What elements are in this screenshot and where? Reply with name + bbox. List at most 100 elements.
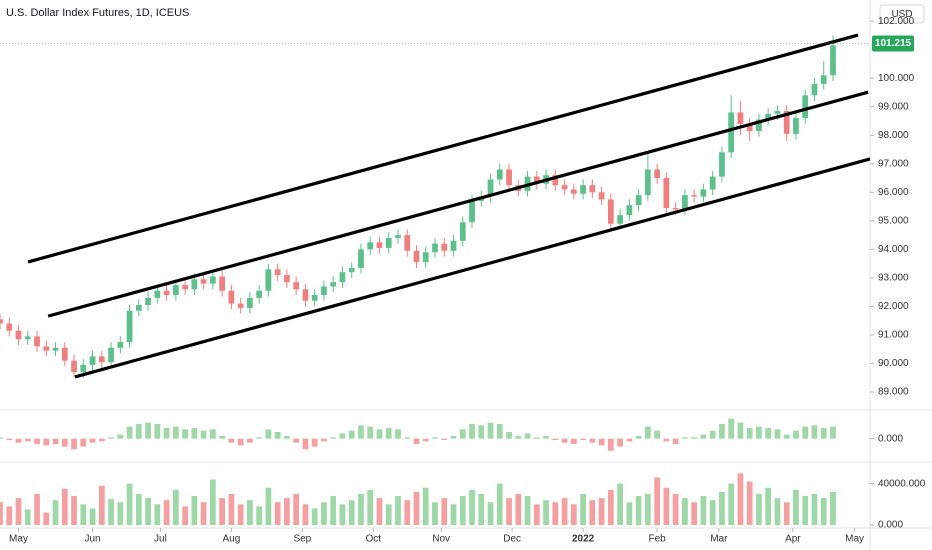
candle-body (830, 45, 836, 76)
volume-bar (348, 500, 355, 525)
candle-body (200, 279, 207, 284)
candle-body (820, 75, 827, 84)
volume-bar (654, 477, 660, 525)
y-tick-label: 40000.000 (878, 478, 926, 489)
volume-bar (811, 493, 818, 525)
candle-body (645, 169, 651, 196)
candle-body (191, 279, 198, 290)
candle-body (404, 235, 411, 251)
oscillator-bar (515, 436, 522, 439)
candle-body (126, 310, 133, 343)
volume-bar (237, 504, 244, 525)
candle-body (52, 347, 59, 351)
candle-body (228, 290, 235, 304)
candle-body (274, 269, 281, 276)
volume-bar (15, 498, 22, 525)
candle-body (367, 242, 374, 250)
oscillator-bar (793, 430, 799, 439)
y-tick-label: 97.000 (878, 158, 909, 169)
volume-bar (126, 483, 133, 525)
candle-body (321, 286, 327, 296)
volume-bar (645, 493, 651, 525)
oscillator-bar (89, 438, 96, 443)
volume-bar (570, 504, 577, 525)
volume-bar (182, 506, 188, 525)
candle-body (793, 118, 799, 134)
candle-body (376, 242, 383, 248)
candle-body (98, 356, 105, 363)
candle-body (43, 346, 50, 351)
candle-body (672, 207, 679, 210)
candle-body (108, 347, 114, 363)
x-tick-label: Dec (503, 534, 521, 545)
volume-bar (321, 502, 327, 525)
volume-bar (200, 502, 207, 525)
candle-body (441, 243, 448, 251)
oscillator-bar (219, 436, 225, 439)
volume-bar (191, 496, 198, 525)
volume-bar (728, 483, 735, 525)
volume-bar (506, 498, 512, 525)
volume-bar (52, 500, 59, 525)
candle-body (589, 185, 596, 193)
oscillator-bar (117, 434, 124, 439)
candle-body (533, 176, 540, 184)
volume-bar (98, 485, 105, 525)
oscillator-bar (691, 437, 698, 439)
volume-bar (395, 496, 401, 525)
y-tick-label: 91.000 (878, 330, 909, 341)
candle-body (71, 360, 77, 373)
volume-bar (413, 491, 420, 525)
candle-body (432, 243, 438, 253)
candle-body (561, 185, 568, 190)
candle-body (358, 249, 364, 268)
oscillator-bar (413, 438, 420, 444)
volume-bar (108, 499, 114, 525)
oscillator-bar (756, 426, 762, 439)
candle-body (598, 192, 605, 200)
oscillator-bar (172, 426, 179, 439)
volume-bar (496, 483, 503, 525)
candle-body (80, 364, 87, 373)
x-tick-label: Oct (366, 534, 382, 545)
volume-bar (543, 500, 549, 525)
oscillator-bar (228, 438, 235, 443)
volume-bar (367, 489, 374, 525)
candle-body (469, 200, 475, 223)
oscillator-bar (135, 424, 142, 439)
oscillator-bar (311, 438, 318, 447)
volume-bar (469, 489, 475, 525)
oscillator-bar (672, 438, 679, 444)
candle-body (552, 175, 559, 186)
candle-body (330, 282, 337, 287)
oscillator-bar (459, 429, 466, 439)
candle-body (265, 269, 272, 291)
oscillator-bar (145, 422, 151, 439)
x-tick-label: Mar (710, 534, 728, 545)
oscillator-bar (598, 438, 605, 446)
oscillator-bar (682, 437, 688, 439)
oscillator-bar (293, 438, 300, 443)
oscillator-bar (43, 438, 50, 446)
y-tick-label: 89.000 (878, 387, 909, 398)
y-tick-label: 102.000 (878, 16, 915, 27)
candle-body (6, 323, 13, 331)
currency-button[interactable] (879, 4, 925, 24)
volume-bar (135, 493, 142, 525)
volume-bar (589, 500, 596, 525)
currency-label[interactable]: USD (891, 9, 912, 20)
x-tick-label: May (9, 534, 28, 545)
candle-body (450, 240, 457, 251)
candle-body (709, 176, 716, 190)
oscillator-bar (589, 438, 596, 443)
volume-bar (524, 496, 531, 525)
candle-body (506, 169, 512, 186)
volume-bar (691, 502, 698, 525)
oscillator-bar (71, 438, 77, 450)
volume-bar (700, 496, 707, 525)
oscillator-bar (163, 428, 170, 439)
volume-bar (432, 502, 438, 525)
oscillator-bar (422, 438, 429, 442)
candle-body (617, 215, 623, 224)
chart-title: U.S. Dollar Index Futures, 1D, ICEUS (6, 7, 189, 19)
